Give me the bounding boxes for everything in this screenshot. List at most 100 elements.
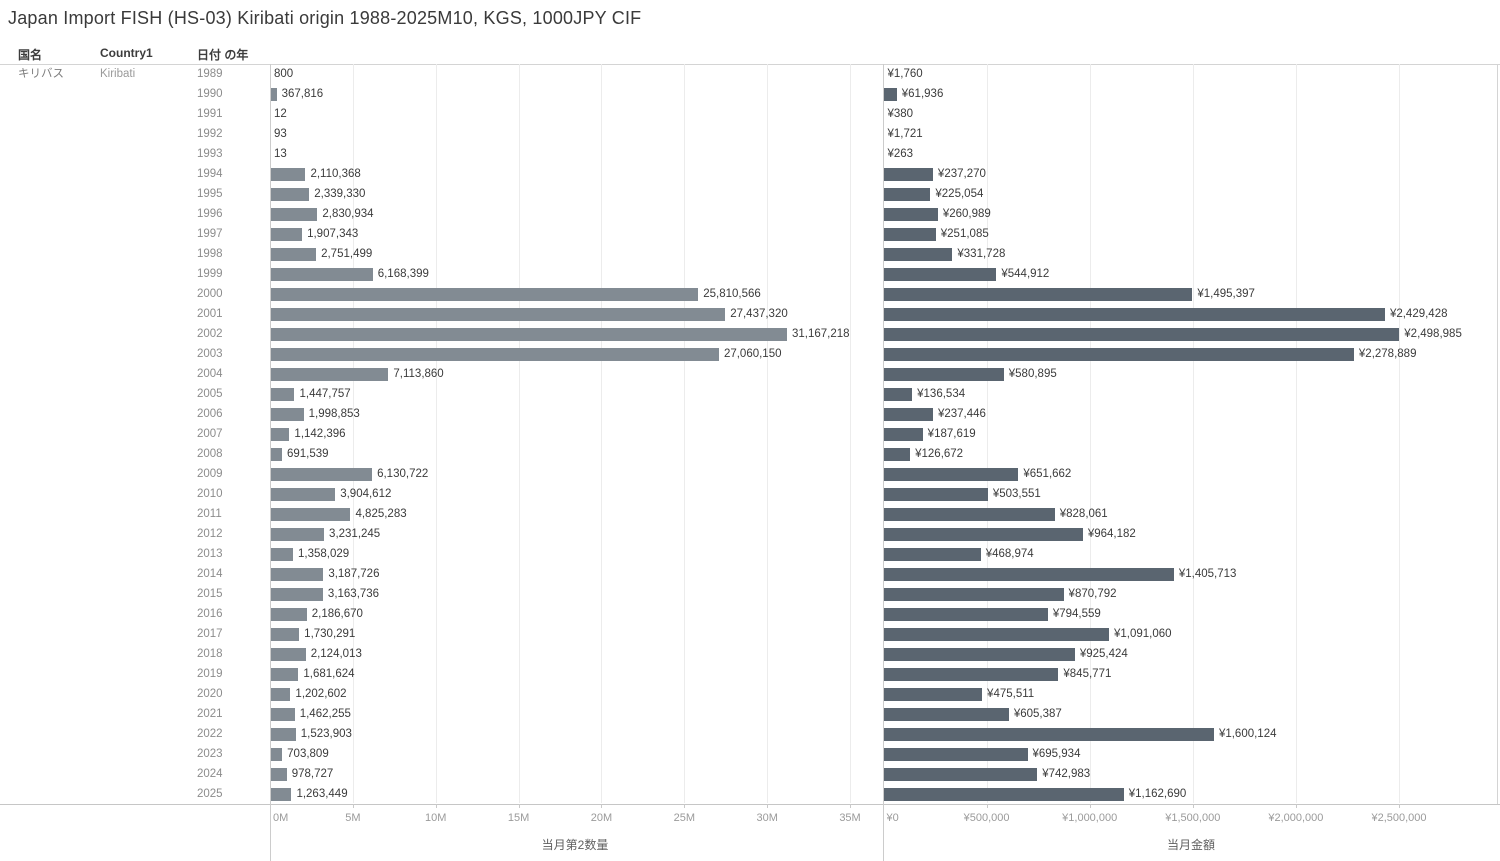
axis-tick-label: ¥2,500,000	[1371, 812, 1427, 824]
value-bar[interactable]	[884, 727, 1214, 741]
value-bar[interactable]	[884, 287, 1193, 301]
quantity-bar[interactable]	[270, 707, 295, 721]
quantity-bar[interactable]	[270, 487, 336, 501]
value-bar[interactable]	[884, 527, 1083, 541]
quantity-bar-label: 1,142,396	[294, 428, 346, 440]
quantity-bar[interactable]	[270, 747, 283, 761]
quantity-bar[interactable]	[270, 767, 287, 781]
quantity-bar[interactable]	[270, 447, 282, 461]
quantity-bar[interactable]	[270, 247, 317, 261]
quantity-bar[interactable]	[270, 327, 787, 341]
quantity-bar[interactable]	[270, 347, 719, 361]
quantity-bar[interactable]	[270, 687, 291, 701]
quantity-bar[interactable]	[270, 287, 699, 301]
gridline	[986, 64, 988, 803]
value-bar[interactable]	[884, 487, 988, 501]
value-bar[interactable]	[884, 607, 1048, 621]
quantity-bar-label: 2,124,013	[310, 648, 362, 660]
value-bar[interactable]	[884, 567, 1174, 581]
quantity-bar[interactable]	[270, 527, 325, 541]
value-bar[interactable]	[884, 347, 1354, 361]
quantity-bar-label: 6,168,399	[377, 268, 429, 280]
value-bar[interactable]	[884, 787, 1124, 801]
value-bar[interactable]	[884, 267, 997, 281]
quantity-bar[interactable]	[270, 607, 307, 621]
quantity-bar[interactable]	[270, 227, 303, 241]
value-bar[interactable]	[884, 767, 1038, 781]
value-bar[interactable]	[884, 687, 983, 701]
value-bar[interactable]	[884, 407, 933, 421]
value-bar[interactable]	[884, 507, 1055, 521]
quantity-bar[interactable]	[270, 647, 306, 661]
left-axis-title: 当月第2数量	[541, 838, 609, 852]
value-chart-cell: ¥225,054	[884, 184, 1500, 204]
value-bar[interactable]	[884, 387, 913, 401]
table-row: 2012 3,231,245 ¥964,182	[0, 524, 1500, 544]
table-row: 1992 93 ¥1,721	[0, 124, 1500, 144]
year-label: 1991	[197, 108, 223, 120]
table-row: 2011 4,825,283 ¥828,061	[0, 504, 1500, 524]
value-bar[interactable]	[884, 447, 911, 461]
value-bar[interactable]	[884, 647, 1075, 661]
quantity-bar[interactable]	[270, 587, 323, 601]
axis-tick	[601, 804, 603, 808]
quantity-bar[interactable]	[270, 167, 306, 181]
year-label: 1998	[197, 248, 223, 260]
value-bar[interactable]	[884, 427, 923, 441]
value-bar[interactable]	[884, 587, 1064, 601]
value-bar-label: ¥605,387	[1013, 708, 1062, 720]
table-row: 1994 2,110,368 ¥237,270	[0, 164, 1500, 184]
quantity-bar[interactable]	[270, 667, 299, 681]
value-bar[interactable]	[884, 747, 1028, 761]
table-row: 2005 1,447,757 ¥136,534	[0, 384, 1500, 404]
value-bar[interactable]	[884, 627, 1109, 641]
value-bar[interactable]	[884, 187, 931, 201]
value-bar-label: ¥1,162,690	[1128, 788, 1187, 800]
value-bar-label: ¥260,989	[942, 208, 991, 220]
quantity-bar[interactable]	[270, 407, 304, 421]
quantity-bar-label: 3,231,245	[329, 528, 381, 540]
quantity-bar[interactable]	[270, 207, 318, 221]
quantity-bar[interactable]	[270, 467, 373, 481]
year-label: 2009	[197, 468, 223, 480]
row-header-country-jp: キリバス	[18, 68, 64, 80]
table-row: 2013 1,358,029 ¥468,974	[0, 544, 1500, 564]
gridline	[352, 64, 354, 803]
quantity-bar[interactable]	[270, 567, 324, 581]
axis-tick-label: 15M	[507, 812, 530, 824]
axis-tick-label: 20M	[590, 812, 613, 824]
value-bar[interactable]	[884, 667, 1059, 681]
table-row: 2001 27,437,320 ¥2,429,428	[0, 304, 1500, 324]
value-chart-cell: ¥845,771	[884, 664, 1500, 684]
quantity-bar[interactable]	[270, 307, 726, 321]
value-bar[interactable]	[884, 327, 1400, 341]
quantity-bar[interactable]	[270, 267, 373, 281]
quantity-bar[interactable]	[270, 787, 292, 801]
quantity-bar[interactable]	[270, 187, 310, 201]
year-label: 2024	[197, 768, 223, 780]
quantity-bar[interactable]	[270, 507, 351, 521]
year-label: 2007	[197, 428, 223, 440]
value-bar[interactable]	[884, 707, 1009, 721]
value-bar-label: ¥126,672	[915, 448, 964, 460]
value-bar[interactable]	[884, 467, 1019, 481]
quantity-bar[interactable]	[270, 87, 277, 101]
quantity-bar[interactable]	[270, 547, 293, 561]
quantity-bar[interactable]	[270, 367, 389, 381]
quantity-bar[interactable]	[270, 727, 296, 741]
value-bar[interactable]	[884, 307, 1385, 321]
quantity-bar-label: 31,167,218	[792, 328, 850, 340]
value-chart-cell: ¥794,559	[884, 604, 1500, 624]
quantity-bar[interactable]	[270, 427, 290, 441]
quantity-bar[interactable]	[270, 627, 300, 641]
axis-tick-label: 5M	[345, 812, 361, 824]
value-bar[interactable]	[884, 227, 936, 241]
gridline	[435, 64, 437, 803]
quantity-bar[interactable]	[270, 387, 295, 401]
value-bar[interactable]	[884, 87, 897, 101]
value-bar[interactable]	[884, 207, 938, 221]
value-bar[interactable]	[884, 167, 933, 181]
value-bar[interactable]	[884, 367, 1004, 381]
value-bar[interactable]	[884, 247, 953, 261]
value-bar[interactable]	[884, 547, 981, 561]
